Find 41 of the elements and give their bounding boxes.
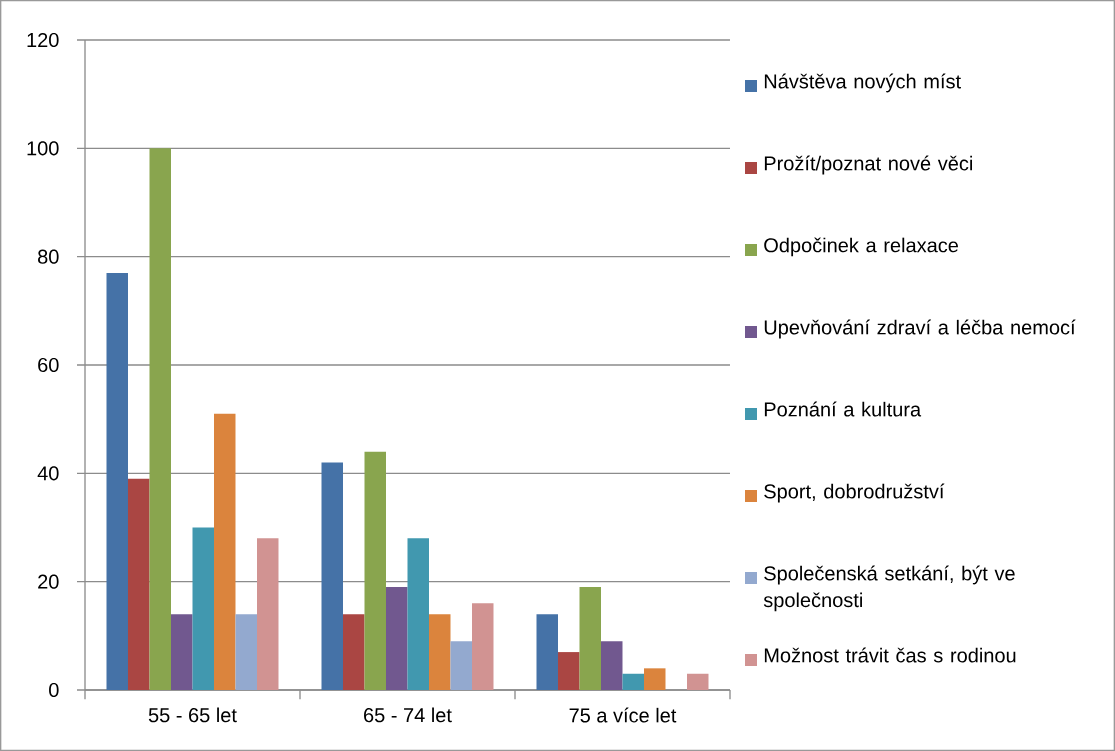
- bar: [450, 641, 472, 690]
- bar: [472, 603, 494, 690]
- bar: [407, 538, 429, 690]
- bar: [149, 148, 171, 690]
- bar: [558, 652, 580, 690]
- legend-label: Poznání a kultura: [764, 401, 922, 417]
- y-tick-label: 120: [27, 32, 59, 48]
- y-tick-label: 40: [37, 466, 59, 481]
- legend-label: Návštěva nových míst: [764, 73, 961, 93]
- bar: [579, 587, 601, 690]
- bar: [128, 478, 150, 690]
- bar: [257, 538, 279, 690]
- bar: [386, 587, 408, 690]
- y-tick-label: 80: [38, 249, 59, 264]
- bar: [644, 668, 666, 690]
- legend-label: Sport, dobrodružství: [764, 483, 945, 503]
- bar: [192, 527, 214, 690]
- y-tick-label: 0: [49, 682, 59, 698]
- bar: [622, 673, 644, 690]
- x-tick-label: 65 - 74 let: [364, 707, 452, 723]
- bar: [214, 413, 236, 690]
- bar: [687, 673, 709, 690]
- bar: [536, 614, 558, 690]
- bar: [235, 614, 257, 690]
- y-tick-label: 20: [38, 574, 59, 589]
- bar: [364, 451, 386, 690]
- x-tick-label: 55 - 65 let: [148, 707, 237, 723]
- bar: [429, 614, 451, 690]
- legend-label: Odpočinek a relaxace: [764, 237, 958, 257]
- legend-label: Možnost trávit čas s rodinou: [764, 647, 1016, 663]
- x-tick-label: 75 a více let: [569, 707, 677, 723]
- bar: [321, 462, 343, 690]
- bar: [343, 614, 365, 690]
- y-tick-label: 100: [27, 141, 59, 156]
- y-tick-label: 60: [38, 357, 59, 373]
- legend-label: Upevňování zdraví a léčba nemocí: [764, 319, 1076, 339]
- bar: [106, 272, 128, 690]
- bar: [601, 641, 623, 690]
- legend-label: Společenská setkání, být ve společnosti: [763, 565, 1015, 612]
- legend-label: Prožít/poznat nové věci: [764, 155, 973, 175]
- bar: [171, 614, 193, 690]
